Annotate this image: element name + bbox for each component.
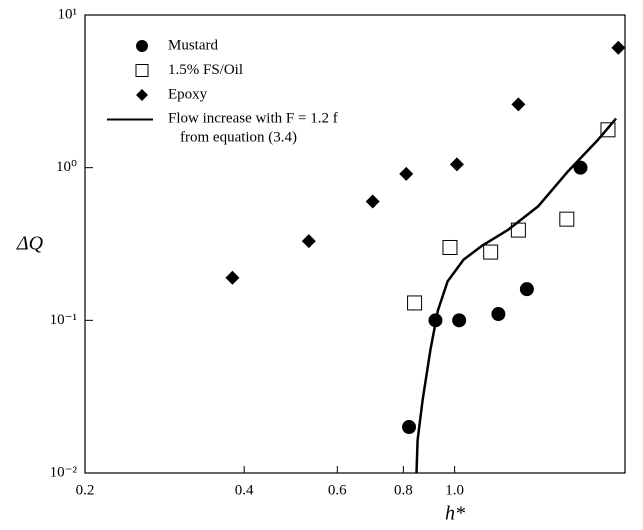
y-tick-label: 10⁻²	[50, 464, 78, 480]
marker-diamond	[365, 194, 380, 209]
marker-diamond	[225, 270, 240, 285]
marker-diamond	[449, 157, 464, 172]
x-axis-label: h*	[445, 503, 465, 525]
y-tick-label: 10⁰	[56, 159, 77, 175]
marker-circle	[491, 307, 506, 322]
marker-square	[483, 244, 499, 260]
marker-circle	[519, 282, 534, 297]
marker-circle	[452, 313, 467, 328]
plot-frame	[84, 14, 626, 474]
x-tick-label: 1.0	[445, 482, 464, 498]
legend-marker	[136, 89, 148, 101]
marker-diamond	[611, 40, 626, 55]
x-tick-label: 0.6	[328, 482, 347, 498]
marker-diamond	[511, 97, 526, 112]
legend-label: Mustard	[168, 37, 218, 53]
marker-square	[442, 239, 458, 255]
legend-label: 1.5% FS/Oil	[168, 62, 243, 78]
marker-diamond	[399, 166, 414, 181]
marker-circle	[573, 160, 588, 175]
marker-diamond	[301, 234, 316, 249]
marker-square	[407, 295, 423, 311]
legend-label: Epoxy	[168, 86, 208, 102]
y-tick-label: 10¹	[58, 6, 78, 22]
x-tick-label: 0.4	[235, 482, 254, 498]
x-tick-label: 0.2	[76, 482, 95, 498]
x-tick-label: 0.8	[394, 482, 413, 498]
legend-label: Flow increase with F = 1.2 f from equatio…	[168, 111, 338, 146]
legend-marker	[135, 64, 149, 77]
y-axis-label: ΔQ	[16, 233, 44, 255]
legend-marker	[136, 40, 148, 52]
marker-circle	[402, 420, 417, 435]
curve	[415, 117, 618, 474]
marker-square	[559, 211, 575, 227]
y-tick-label: 10⁻¹	[50, 312, 77, 328]
